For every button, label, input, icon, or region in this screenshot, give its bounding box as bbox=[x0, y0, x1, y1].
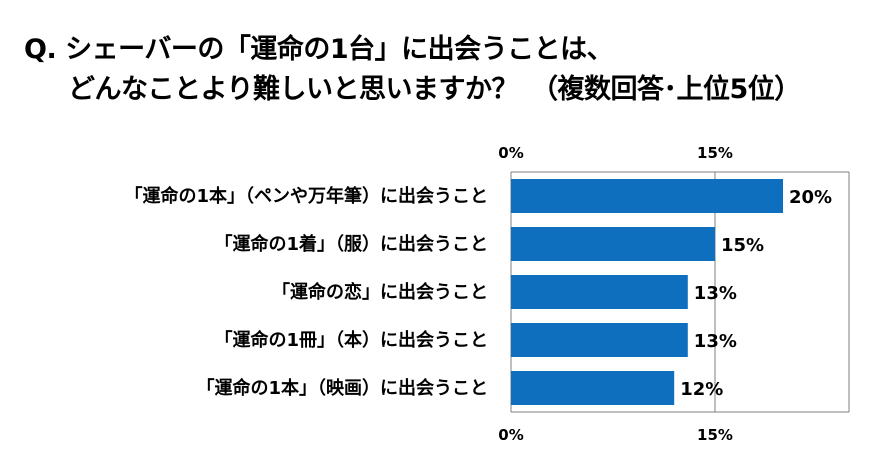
data-label: 13% bbox=[694, 283, 737, 304]
tick-label-top: 15% bbox=[697, 144, 733, 162]
category-label: 「運命の恋」に出会うこと bbox=[272, 281, 488, 303]
data-label: 13% bbox=[694, 331, 737, 352]
chart-title: Q. シェーバーの「運命の1台」に出会うことは、 どんなことより難しいと思います… bbox=[24, 30, 801, 110]
bar bbox=[511, 371, 675, 405]
title-line-2: どんなことより難しいと思いますか？ （複数回答･上位5位） bbox=[68, 74, 801, 105]
bar bbox=[511, 179, 783, 213]
category-label: 「運命の1本」（ペンや万年筆）に出会うこと bbox=[124, 185, 488, 207]
data-label: 12% bbox=[680, 379, 723, 400]
data-label: 15% bbox=[721, 235, 764, 256]
bar bbox=[511, 275, 688, 309]
tick-label-bottom: 0% bbox=[498, 426, 523, 444]
category-label: 「運命の1本」（映画）に出会うこと bbox=[196, 377, 488, 399]
data-label: 20% bbox=[789, 187, 832, 208]
title-line-1: Q. シェーバーの「運命の1台」に出会うことは、 bbox=[24, 34, 614, 65]
bar bbox=[511, 227, 715, 261]
tick-label-bottom: 15% bbox=[697, 426, 733, 444]
category-label: 「運命の1着」（服）に出会うこと bbox=[214, 233, 488, 255]
bar bbox=[511, 323, 688, 357]
tick-label-top: 0% bbox=[498, 144, 523, 162]
category-label: 「運命の1冊」（本）に出会うこと bbox=[214, 329, 488, 351]
